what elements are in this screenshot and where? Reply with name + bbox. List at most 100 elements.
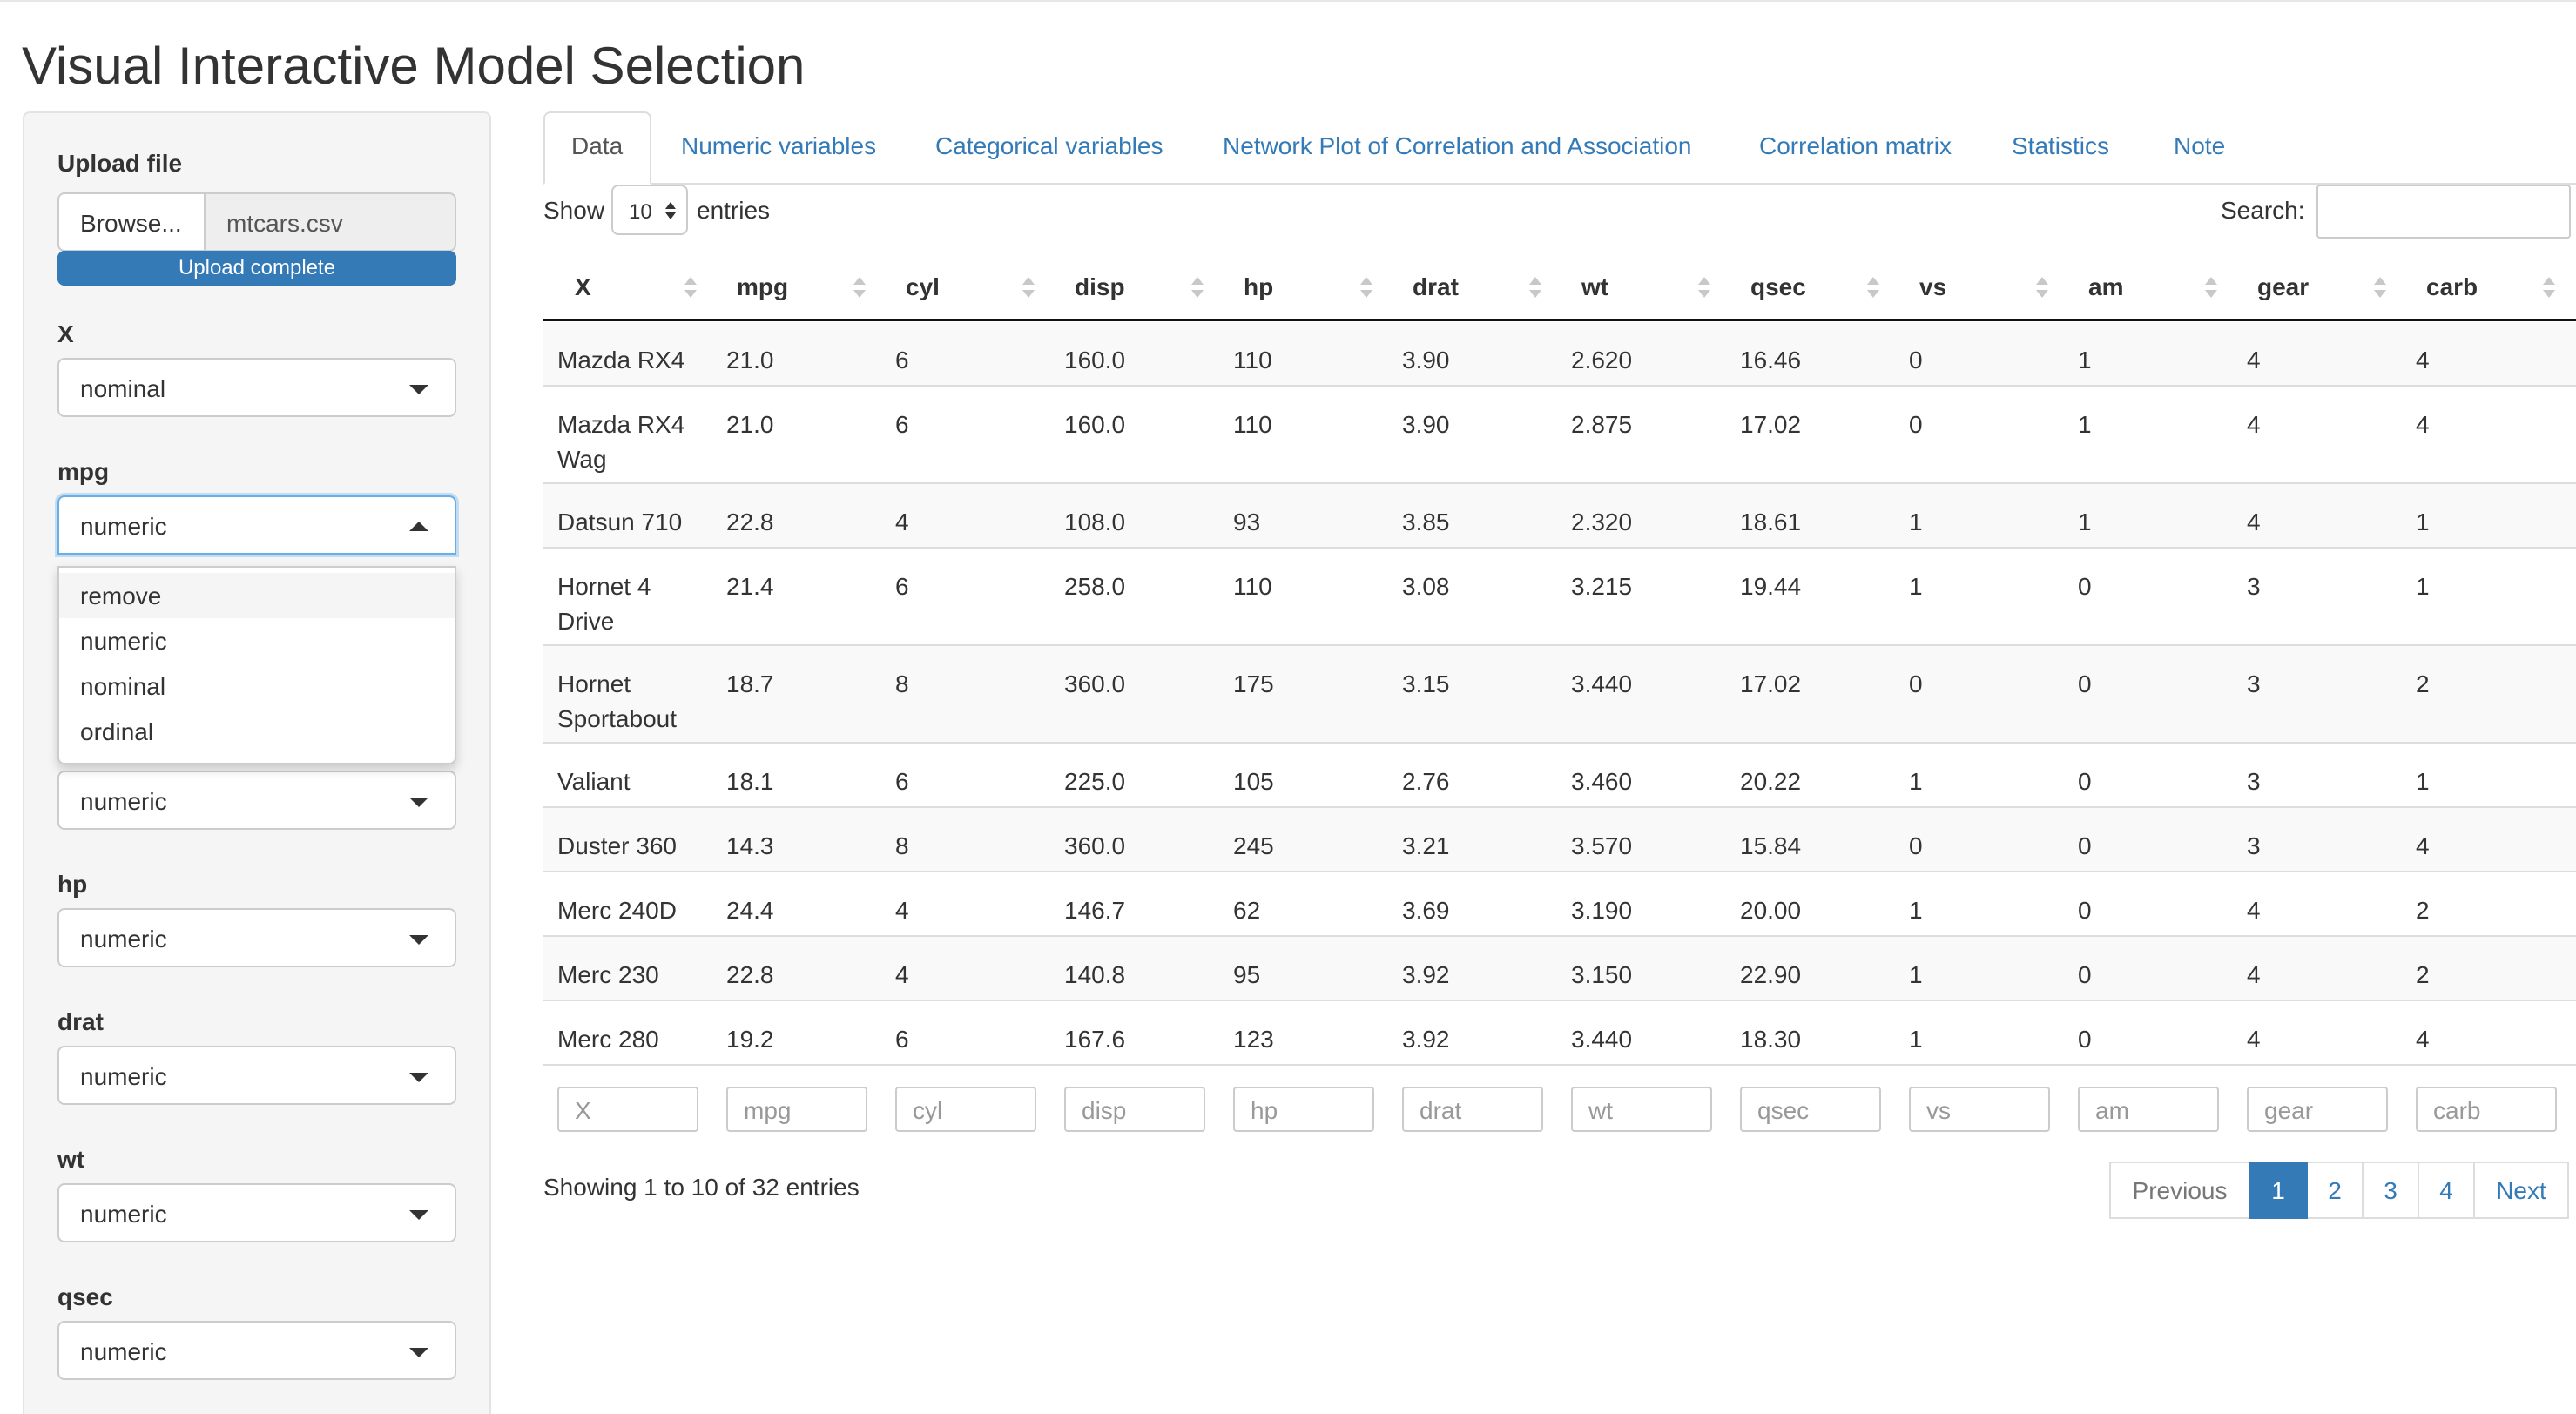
column-header-am[interactable]: am	[2088, 261, 2240, 320]
column-filter-cyl[interactable]: cyl	[895, 1087, 1036, 1132]
browse-button[interactable]: Browse...	[57, 192, 206, 252]
table-cell-wt: 3.150	[1571, 961, 1633, 988]
select-x-type[interactable]: nominal	[57, 358, 456, 417]
table-cell-hp: 105	[1233, 768, 1274, 795]
table-cell-drat: 3.92	[1402, 961, 1450, 988]
table-cell-carb: 1	[2416, 768, 2430, 795]
chevron-down-icon	[409, 1073, 428, 1082]
table-row[interactable]: Mazda RX4 Wag 21.0 6 160.0 110 3.90 2.875 17.02…	[543, 387, 2576, 484]
file-name-text: mtcars.csv	[226, 210, 343, 237]
sort-icon[interactable]	[1867, 277, 1879, 301]
page-title: Visual Interactive Model Selection	[22, 37, 806, 95]
table-cell-drat: 3.92	[1402, 1026, 1450, 1053]
column-filter-wt[interactable]: wt	[1571, 1087, 1712, 1132]
table-cell-carb: 4	[2416, 347, 2430, 374]
column-header-qsec[interactable]: qsec	[1750, 261, 1902, 320]
table-row[interactable]: Valiant 18.1 6 225.0 105 2.76 3.460 20.22 1 0 3 1	[543, 744, 2576, 808]
column-filter-x[interactable]: X	[557, 1087, 698, 1132]
show-label: Show	[543, 197, 605, 224]
column-header-label: disp	[1075, 273, 1125, 300]
stepper-down-icon	[665, 212, 676, 219]
column-header-wt[interactable]: wt	[1581, 261, 1733, 320]
table-cell-mpg: 21.4	[726, 573, 774, 600]
column-filter-am[interactable]: am	[2078, 1087, 2219, 1132]
table-row[interactable]: Merc 230 22.8 4 140.8 95 3.92 3.150 22.90 1 0 4 2	[543, 937, 2576, 1001]
sort-icon[interactable]	[2374, 277, 2386, 301]
table-cell-disp: 160.0	[1064, 411, 1126, 438]
select-wt-type[interactable]: numeric	[57, 1183, 456, 1242]
sort-icon[interactable]	[853, 277, 866, 301]
pagination-page-4[interactable]: 4	[2418, 1162, 2475, 1219]
sort-icon[interactable]	[684, 277, 697, 301]
table-row[interactable]: Hornet 4 Drive 21.4 6 258.0 110 3.08 3.215 19.4…	[543, 549, 2576, 646]
pagination-next[interactable]: Next	[2473, 1162, 2569, 1219]
sort-icon[interactable]	[1698, 277, 1710, 301]
table-cell-mpg: 24.4	[726, 897, 774, 924]
table-cell-mpg: 22.8	[726, 508, 774, 535]
search-input[interactable]	[2316, 185, 2571, 239]
table-cell-x: Mazda RX4	[557, 347, 685, 374]
column-header-cyl[interactable]: cyl	[906, 261, 1057, 320]
column-header-vs[interactable]: vs	[1919, 261, 2071, 320]
table-cell-vs: 1	[1909, 508, 1923, 535]
column-header-drat[interactable]: drat	[1413, 261, 1564, 320]
table-cell-disp: 140.8	[1064, 961, 1126, 988]
sort-icon[interactable]	[2205, 277, 2217, 301]
table-row[interactable]: Hornet Sportabout 18.7 8 360.0 175 3.15 3.440 1…	[543, 646, 2576, 744]
pagination-page-2[interactable]: 2	[2306, 1162, 2364, 1219]
pagination-previous[interactable]: Previous	[2109, 1162, 2250, 1219]
pagination-page-1[interactable]: 1	[2249, 1162, 2308, 1219]
select-cyl-disp-type[interactable]: numeric	[57, 771, 456, 830]
column-filter-carb[interactable]: carb	[2416, 1087, 2557, 1132]
table-row[interactable]: Duster 360 14.3 8 360.0 245 3.21 3.570 15.84 0 0 3…	[543, 808, 2576, 872]
dropdown-option-remove[interactable]: remove	[59, 573, 455, 618]
sort-icon[interactable]	[1022, 277, 1035, 301]
column-filter-hp[interactable]: hp	[1233, 1087, 1374, 1132]
table-cell-cyl: 6	[895, 573, 909, 600]
sort-icon[interactable]	[2036, 277, 2048, 301]
tab-data[interactable]: Data	[543, 111, 651, 185]
table-cell-gear: 4	[2247, 347, 2261, 374]
column-filter-qsec[interactable]: qsec	[1740, 1087, 1881, 1132]
column-header-disp[interactable]: disp	[1075, 261, 1226, 320]
upload-progress-bar: Upload complete	[57, 251, 456, 286]
pagination-page-3[interactable]: 3	[2362, 1162, 2419, 1219]
select-drat-type[interactable]: numeric	[57, 1046, 456, 1105]
table-cell-qsec: 18.30	[1740, 1026, 1802, 1053]
page-length-value: 10	[629, 200, 652, 224]
column-header-label: drat	[1413, 273, 1459, 300]
column-filter-disp[interactable]: disp	[1064, 1087, 1205, 1132]
sort-icon[interactable]	[1191, 277, 1204, 301]
column-filter-mpg[interactable]: mpg	[726, 1087, 867, 1132]
variable-label-wt: wt	[57, 1146, 85, 1173]
select-qsec-type[interactable]: numeric	[57, 1321, 456, 1380]
dropdown-option-nominal[interactable]: nominal	[80, 673, 166, 700]
column-header-label: am	[2088, 273, 2124, 300]
dropdown-option-numeric[interactable]: numeric	[80, 628, 167, 655]
column-header-carb[interactable]: carb	[2426, 261, 2576, 320]
sort-icon[interactable]	[1529, 277, 1541, 301]
dropdown-option-ordinal[interactable]: ordinal	[80, 718, 154, 745]
column-filter-drat[interactable]: drat	[1402, 1087, 1543, 1132]
column-header-x[interactable]: X	[575, 261, 726, 320]
table-row[interactable]: Merc 240D 24.4 4 146.7 62 3.69 3.190 20.00 1 0 4 2	[543, 872, 2576, 937]
select-mpg-type[interactable]: numeric	[57, 495, 456, 555]
table-cell-vs: 1	[1909, 961, 1923, 988]
column-filter-vs[interactable]: vs	[1909, 1087, 2050, 1132]
column-header-hp[interactable]: hp	[1244, 261, 1395, 320]
table-cell-carb: 4	[2416, 1026, 2430, 1053]
table-row[interactable]: Datsun 710 22.8 4 108.0 93 3.85 2.320 18.61 1 1 4 1	[543, 484, 2576, 549]
column-header-mpg[interactable]: mpg	[737, 261, 888, 320]
table-row[interactable]: Merc 280 19.2 6 167.6 123 3.92 3.440 18.30 1 0 4 4	[543, 1001, 2576, 1066]
variable-label-drat: drat	[57, 1008, 104, 1035]
sort-icon[interactable]	[1360, 277, 1372, 301]
sidebar-panel: Upload file Browse... mtcars.csv Upload …	[23, 111, 491, 1414]
column-header-gear[interactable]: gear	[2257, 261, 2409, 320]
page-length-select[interactable]: 10	[611, 185, 688, 235]
table-cell-cyl: 6	[895, 768, 909, 795]
table-cell-wt: 3.570	[1571, 832, 1633, 859]
column-filter-gear[interactable]: gear	[2247, 1087, 2388, 1132]
table-row[interactable]: Mazda RX4 21.0 6 160.0 110 3.90 2.620 16.46 0 1 4 4	[543, 322, 2576, 387]
select-hp-type[interactable]: numeric	[57, 908, 456, 967]
sort-icon[interactable]	[2543, 277, 2555, 301]
